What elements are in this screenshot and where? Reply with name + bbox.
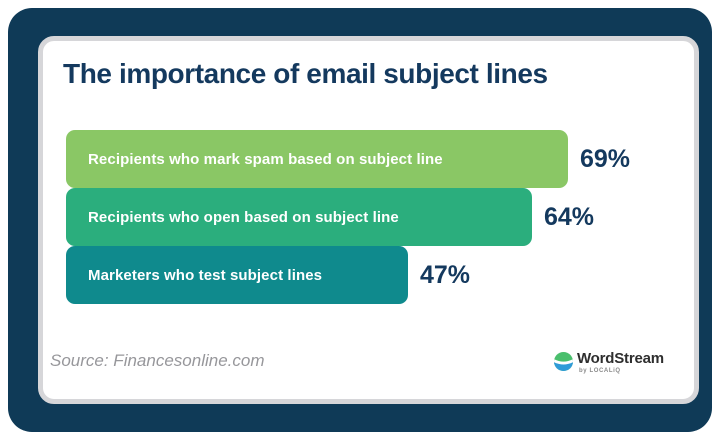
bar-value: 69% — [580, 144, 631, 173]
bar-value: 64% — [544, 202, 595, 231]
chart-title: The importance of email subject lines — [63, 58, 548, 89]
logo-text: WordStream by LOCALiQ — [577, 351, 664, 374]
bar-label: Recipients who open based on subject lin… — [88, 208, 399, 226]
source-credit: Source: Financesonline.com — [50, 351, 265, 370]
bar-row: Recipients who open based on subject lin… — [66, 188, 630, 246]
bar-value: 47% — [420, 260, 471, 289]
bar-label: Recipients who mark spam based on subjec… — [88, 150, 443, 168]
bar-2: Recipients who open based on subject lin… — [66, 188, 532, 246]
brand-name: WordStream — [577, 350, 664, 367]
bar-row: Recipients who mark spam based on subjec… — [66, 130, 630, 188]
wordstream-wave-icon — [554, 352, 573, 371]
bar-chart: Recipients who mark spam based on subjec… — [66, 130, 630, 304]
bar-3: Marketers who test subject lines — [66, 246, 408, 304]
bar-label: Marketers who test subject lines — [88, 266, 323, 284]
brand-byline: by LOCALiQ — [579, 368, 621, 374]
wordstream-logo: WordStream by LOCALiQ — [554, 351, 664, 374]
bar-1: Recipients who mark spam based on subjec… — [66, 130, 568, 188]
bar-row: Marketers who test subject lines 47% — [66, 246, 630, 304]
